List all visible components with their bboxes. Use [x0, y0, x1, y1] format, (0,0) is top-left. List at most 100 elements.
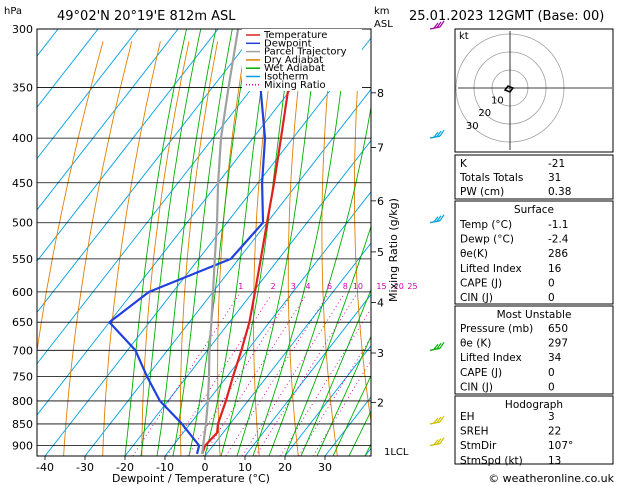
wet-adiabat-line — [140, 29, 202, 456]
most-unstable-row-value: 297 — [548, 338, 568, 350]
wet-adiabat-line — [172, 29, 233, 456]
legend-label: Parcel Trajectory — [264, 47, 347, 58]
surface-row-value: 0 — [548, 292, 555, 304]
pressure-tick-label: 700 — [12, 344, 33, 357]
isotherm-line — [244, 293, 371, 456]
hodograph-table-title: Hodograph — [505, 399, 563, 411]
hodograph-table-row-label: StmSpd (kt) — [460, 455, 523, 467]
km-tick-label: 8 — [377, 87, 384, 100]
km-tick-label: 7 — [377, 141, 384, 154]
isotherm-line — [37, 29, 339, 416]
wind-barb — [429, 214, 445, 224]
isotherm-line — [284, 345, 371, 456]
wet-adiabat-line — [316, 335, 371, 456]
most-unstable-row-value: 650 — [548, 323, 568, 335]
isotherm-line — [37, 29, 299, 365]
temperature-tick-labels: -40 -30 -20 -10 0 10 20 30 — [36, 456, 332, 474]
legend-label: Dry Adiabat — [264, 55, 323, 66]
x-axis-title: Dewpoint / Temperature (°C) — [112, 472, 270, 485]
wet-adiabat-line — [236, 29, 320, 456]
legend-label: Wet Adiabat — [264, 63, 325, 74]
wet-adiabat-line — [252, 29, 350, 456]
hodograph-table-box — [454, 395, 614, 465]
mixing-ratio-label: 4 — [305, 282, 310, 291]
wet-adiabat-line — [300, 288, 371, 456]
km-label: km — [374, 6, 390, 17]
surface-row-value: -2.4 — [548, 234, 569, 246]
dry-adiabat-line — [102, 41, 161, 456]
isotherm-line — [37, 29, 99, 109]
series-line-temperature — [201, 29, 300, 455]
hpa-label: hPa — [4, 6, 22, 17]
wind-barb — [429, 129, 445, 139]
surface-row-value: 0 — [548, 277, 555, 289]
lcl-label: 1LCL — [384, 447, 409, 458]
surface-row-label: θe(K) — [460, 248, 488, 260]
surface-row-value: 286 — [548, 248, 568, 260]
isotherm-line — [37, 29, 179, 211]
most-unstable-title: Most Unstable — [497, 309, 572, 321]
indices-tables: K -21 Totals Totals 31 PW (cm) 0.38 SurfaceTem… — [454, 154, 614, 467]
indices-box — [454, 154, 614, 200]
index-row-label: PW (cm) — [460, 186, 504, 198]
isotherm-line — [44, 37, 371, 456]
most-unstable-box — [454, 305, 614, 395]
hodograph-table-row-label: SREH — [460, 426, 489, 438]
temperature-tick-label: -30 — [76, 461, 94, 474]
most-unstable-row-label: Pressure (mb) — [460, 323, 533, 335]
pressure-tick-label: 400 — [12, 132, 33, 145]
index-row-value: 0.38 — [548, 186, 571, 198]
wet-adiabat-line — [156, 29, 217, 456]
hodograph-ring-label: 20 — [478, 108, 491, 119]
mixing-ratio-line — [298, 336, 371, 456]
hodograph-table-row-value: 107° — [548, 440, 573, 452]
km-tick-label: 3 — [377, 347, 384, 360]
temperature-tick-label: 0 — [202, 461, 209, 474]
legend-label: Mixing Ratio — [264, 80, 326, 91]
mixing-ratio-line — [225, 294, 328, 456]
pressure-tick-label: 750 — [12, 370, 33, 383]
mixing-ratio-label: 25 — [407, 282, 417, 291]
legend-label: Temperature — [263, 30, 327, 41]
dry-adiabat-line — [287, 41, 304, 456]
wet-adiabat-line — [188, 29, 251, 456]
series-line-dewpoint — [108, 29, 280, 455]
most-unstable-row-label: θe (K) — [460, 338, 491, 350]
dry-adiabat-line — [353, 41, 371, 425]
most-unstable-row-label: CIN (J) — [460, 381, 493, 393]
datetime-header: 25.01.2023 12GMT (Base: 00) — [409, 9, 604, 24]
mixing-ratio-axis-title: Mixing Ratio (g/kg) — [387, 198, 400, 302]
pressure-tick-label: 850 — [12, 418, 33, 431]
temperature-tick-label: 30 — [318, 461, 332, 474]
hodograph-table-row-label: EH — [460, 411, 475, 423]
legend-label: Dewpoint — [264, 38, 312, 49]
mixing-ratio-label: 10 — [353, 282, 363, 291]
temperature-tick-label: -20 — [116, 461, 134, 474]
pressure-tick-label: 300 — [12, 23, 33, 36]
wet-adiabat-line — [204, 29, 271, 456]
temperature-tick-label: 10 — [238, 461, 252, 474]
mixing-ratio-lines — [132, 294, 371, 456]
pressure-tick-label: 650 — [12, 316, 33, 329]
most-unstable-row-value: 0 — [548, 381, 555, 393]
wet-adiabat-line — [220, 29, 294, 456]
pressure-tick-label: 600 — [12, 286, 33, 299]
hodograph-ring-label: 10 — [491, 96, 504, 107]
pressure-tick-label: 550 — [12, 253, 33, 266]
pressure-tick-labels: 300 350 400 450 500 550 600 650 700 750 800 850 900 — [12, 23, 33, 453]
mixing-ratio-label: 8 — [343, 282, 348, 291]
temperature-tick-label: 20 — [278, 461, 292, 474]
wind-barbs — [429, 20, 445, 447]
hodograph-table-row-label: StmDir — [460, 440, 497, 452]
most-unstable-row-value: 0 — [548, 367, 555, 379]
mixing-ratio-label: 15 — [376, 282, 386, 291]
index-row-value: 31 — [548, 172, 561, 184]
mixing-ratio-label: 2 — [271, 282, 276, 291]
mixing-ratio-line — [312, 359, 371, 456]
plot-frame — [36, 28, 372, 457]
mixing-ratio-line — [202, 294, 307, 456]
footer-credit: © weatheronline.co.uk — [488, 472, 614, 485]
pressure-tick-label: 450 — [12, 177, 33, 190]
